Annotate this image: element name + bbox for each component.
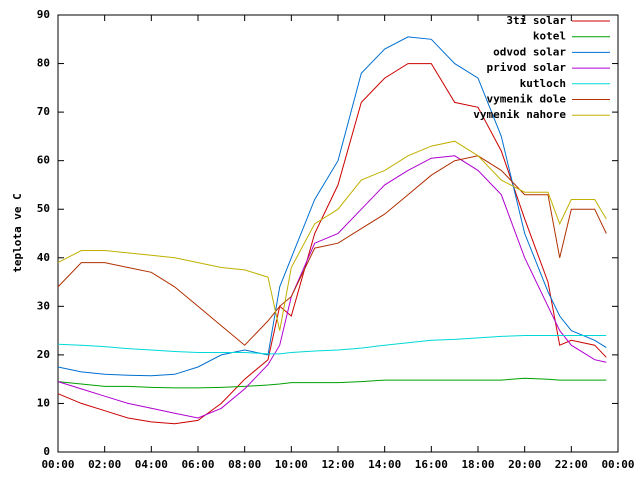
y-tick-label: 80 [37, 57, 50, 70]
y-tick-label: 10 [37, 396, 50, 409]
legend-label: kutloch [520, 77, 566, 90]
legend-label: vymenik nahore [473, 108, 566, 121]
y-tick-label: 20 [37, 348, 50, 361]
series-line [57, 377, 607, 389]
x-tick-label: 12:00 [321, 458, 354, 471]
legend-label: privod solar [487, 61, 567, 74]
legend-label: odvod solar [493, 45, 566, 58]
y-tick-label: 40 [37, 251, 50, 264]
legend-label: vymenik dole [487, 93, 567, 106]
series-line [57, 63, 607, 425]
series-line [57, 155, 607, 346]
x-tick-label: 04:00 [135, 458, 168, 471]
x-tick-label: 06:00 [181, 458, 214, 471]
x-tick-label: 10:00 [275, 458, 308, 471]
x-tick-label: 20:00 [508, 458, 541, 471]
y-tick-label: 50 [37, 202, 50, 215]
series-line [57, 335, 607, 355]
x-tick-label: 18:00 [461, 458, 494, 471]
y-tick-label: 30 [37, 299, 50, 312]
x-tick-label: 00:00 [601, 458, 634, 471]
legend-label: 3ti solar [506, 14, 566, 27]
x-tick-label: 16:00 [415, 458, 448, 471]
y-axis-label: teplota ve C [11, 193, 24, 272]
series-line [57, 155, 607, 419]
y-tick-label: 90 [37, 8, 50, 21]
x-tick-label: 22:00 [555, 458, 588, 471]
legend-label: kotel [533, 30, 566, 43]
y-tick-label: 70 [37, 105, 50, 118]
series-line [57, 36, 607, 377]
y-tick-label: 0 [43, 445, 50, 458]
y-tick-label: 60 [37, 154, 50, 167]
x-tick-label: 00:00 [41, 458, 74, 471]
series-line [57, 140, 607, 331]
x-tick-label: 08:00 [228, 458, 261, 471]
x-tick-label: 02:00 [88, 458, 121, 471]
x-tick-label: 14:00 [368, 458, 401, 471]
